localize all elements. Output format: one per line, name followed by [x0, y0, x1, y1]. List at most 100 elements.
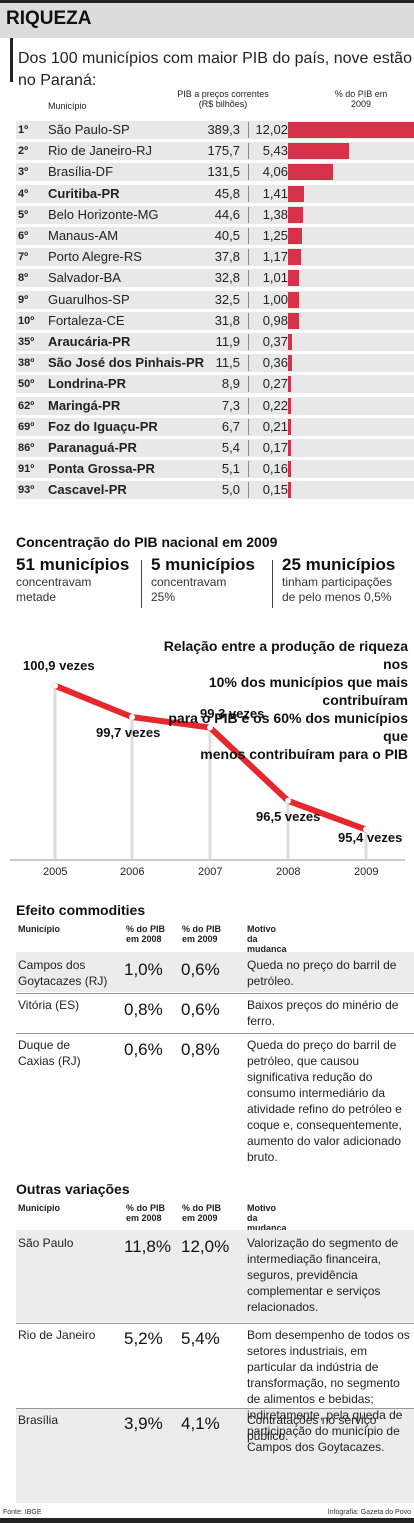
column-divider: [248, 334, 249, 350]
data-label: 95,4 vezes: [338, 829, 403, 845]
commodities-2008: 0,6%: [124, 1040, 163, 1059]
pib-value: 11,9: [215, 334, 240, 349]
municipio-name: Paranaguá-PR: [48, 440, 137, 455]
outras-motivo: Contratações no serviço público.: [247, 1413, 377, 1443]
row-background: [16, 248, 414, 267]
outras-row-bg: [16, 1408, 414, 1503]
stat-51: 51 municípios concentravam metade: [16, 555, 129, 605]
pct-value: 4,06: [262, 164, 288, 180]
pib-value: 32,5: [214, 291, 240, 307]
municipio-name: Brasília-DF: [48, 164, 114, 180]
column-divider: [248, 397, 249, 414]
municipio-name: Fortaleza-CE: [48, 312, 125, 328]
col-pib-header: PIB a preços correntes (R$ bilhões): [168, 89, 278, 109]
stat-line1: concentravam: [16, 575, 92, 589]
pct-value: 0,36: [262, 355, 288, 371]
column-divider: [248, 185, 249, 202]
pct-value: 1,41: [262, 185, 288, 201]
rank-label: 7º: [18, 251, 29, 264]
table-row: 7º Porto Alegre-RS 37,8 1,17: [16, 248, 414, 268]
rank-label: 2º: [18, 145, 29, 158]
pct-value: 0,17: [262, 440, 288, 455]
footer-credit: Infografia: Gazeta do Povo: [327, 1509, 411, 1516]
pib-value: 6,7: [221, 418, 240, 434]
x-tick-label: 2009: [354, 866, 379, 878]
pct-value: 1,38: [262, 206, 288, 222]
pct-bar: [288, 270, 300, 287]
pct-value: 1,17: [262, 249, 288, 265]
column-divider: [248, 461, 249, 478]
line-chart: [10, 682, 405, 861]
commodities-col-2009: % do PIB em 2009: [182, 924, 222, 944]
rank-label: 69º: [18, 420, 35, 433]
column-divider: [248, 376, 249, 393]
commodities-motivo: Baixos preços do minério de ferro.: [247, 998, 399, 1028]
table-row: 62º Maringá-PR 7,3 0,22: [16, 396, 414, 417]
column-divider: [248, 291, 249, 308]
row-background: [16, 417, 414, 436]
row-background: [16, 439, 414, 457]
pct-value: 5,43: [262, 143, 288, 159]
x-tick-label: 2006: [120, 866, 145, 878]
column-divider: [248, 270, 249, 287]
outras-motivo: Bom desempenho de todos os setores indus…: [247, 1328, 410, 1454]
rank-label: 35º: [18, 336, 35, 348]
municipio-name: Porto Alegre-RS: [48, 249, 142, 265]
data-point: [285, 797, 291, 804]
table-row: 3º Brasília-DF 131,5 4,06: [16, 163, 414, 183]
pct-value: 0,21: [262, 418, 288, 434]
rank-label: 5º: [18, 208, 29, 221]
municipio-name: Maringá-PR: [48, 397, 121, 413]
stat-line2: metade: [16, 590, 57, 604]
pib-value: 11,5: [215, 355, 240, 371]
commodities-col-municipio: Município: [18, 924, 60, 934]
pct-value: 0,22: [262, 397, 288, 413]
footer-source: Fonte: IBGE: [3, 1509, 42, 1516]
pct-bar: [288, 291, 300, 308]
outras-name: Brasília: [18, 1413, 59, 1427]
rank-label: 8º: [18, 272, 29, 285]
table-row: 35º Araucária-PR 11,9 0,37: [16, 333, 414, 353]
pct-bar: [288, 418, 291, 435]
rank-label: 3º: [18, 166, 29, 179]
col-pib-unit: (R$ bilhões): [198, 99, 248, 109]
pib-value: 5,1: [221, 461, 240, 477]
table-row: 86º Paranaguá-PR 5,4 0,17: [16, 439, 414, 459]
line-chart-title-2: 10% dos municípios que mais contribuíram: [208, 674, 408, 708]
row-divider: [16, 1033, 414, 1034]
outras-col-municipio: Município: [18, 1203, 60, 1213]
table-row: 38º São José dos Pinhais-PR 11,5 0,36: [16, 354, 414, 374]
column-divider: [248, 164, 249, 181]
outras-col-2009: % do PIB em 2009: [182, 1203, 222, 1223]
commodities-name: Duque de Caxias (RJ): [18, 1038, 81, 1068]
pib-value: 31,8: [214, 312, 240, 328]
outras-2009: 4,1%: [181, 1414, 220, 1433]
pct-value: 12,02: [255, 122, 288, 137]
pib-value: 45,8: [214, 185, 240, 201]
row-background: [16, 396, 414, 415]
pct-value: 0,16: [262, 461, 288, 477]
footer-rule: [0, 1518, 414, 1523]
pct-bar: [288, 440, 291, 456]
pib-value: 5,4: [221, 440, 240, 455]
commodities-2009: 0,6%: [181, 1000, 220, 1019]
row-background: [16, 205, 414, 224]
x-tick-label: 2007: [198, 866, 223, 878]
pct-value: 0,27: [262, 376, 288, 392]
table-row: 9º Guarulhos-SP 32,5 1,00: [16, 290, 414, 311]
pib-value: 389,3: [207, 122, 240, 137]
col-pct-header: % do PIB em 2009: [334, 89, 388, 109]
row-background: [16, 460, 414, 479]
commodities-2008: 1,0%: [124, 960, 163, 979]
row-background: [16, 354, 414, 373]
rank-label: 50º: [18, 378, 35, 391]
stat-25: 25 municípios tinham participações de pe…: [282, 555, 395, 605]
column-divider: [248, 122, 249, 138]
municipio-name: São Paulo-SP: [48, 122, 130, 137]
row-background: [16, 290, 414, 309]
row-background: [16, 375, 414, 394]
table-row: 4º Curitiba-PR 45,8 1,41: [16, 184, 414, 205]
stat-line1: concentravam: [151, 575, 227, 589]
pct-bar: [288, 312, 299, 329]
column-divider: [248, 249, 249, 266]
